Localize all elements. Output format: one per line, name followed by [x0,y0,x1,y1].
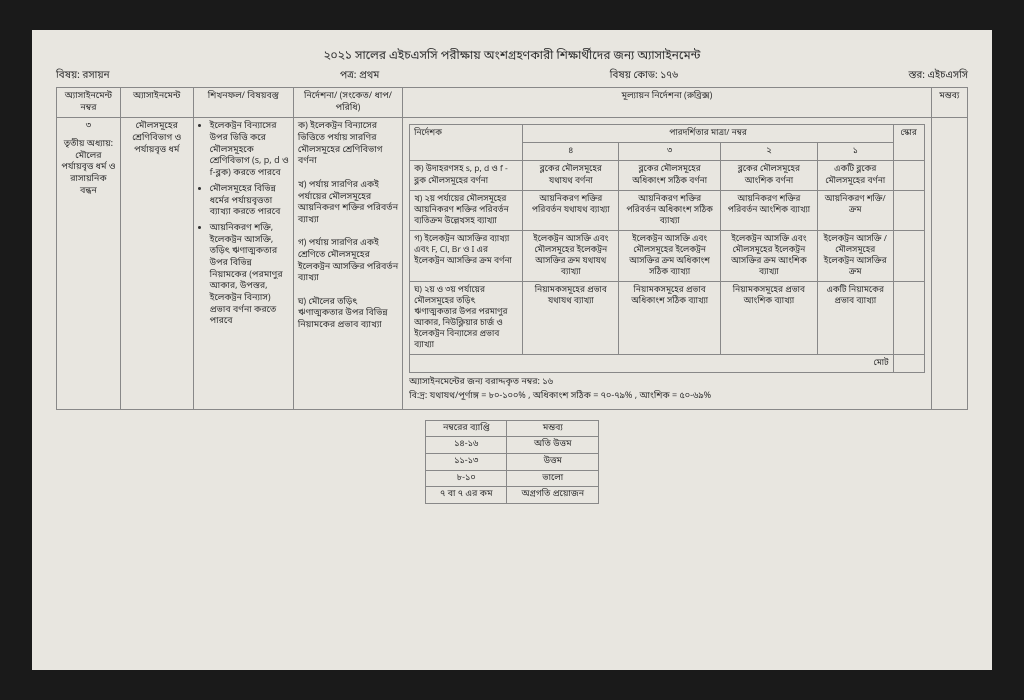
cell-remark [931,118,967,409]
outcome-item: ইলেকট্রন বিন্যাসের উপর ভিত্তি করে মৌলসমূ… [210,121,289,179]
code-label: বিষয় কোড: ১৭৬ [610,70,678,83]
allotted-marks: অ্যাসাইনমেন্টের জন্য বরাদ্দকৃত নম্বর: ১৬ [409,377,924,389]
col-rubric: মূল্যায়ন নির্দেশনা (রুব্রিক্স) [403,88,931,118]
cell-outcomes: ইলেকট্রন বিন্যাসের উপর ভিত্তি করে মৌলসমূ… [193,118,293,409]
subject-label: বিষয়: রসায়ন [56,70,110,83]
chapter-text: তৃতীয় অধ্যায়: মৌলের পর্যায়বৃত্ত ধর্ম … [61,139,116,197]
col-num: অ্যাসাইনমেন্ট নম্বর [57,88,121,118]
rubric-head-scale: পারদর্শিতার মাত্রা/ নম্বর [523,125,893,143]
grade-row: ৭ বা ৭ এর কমঅগ্রগতি প্রয়োজন [425,487,598,504]
grade-h1: নম্বরের ব্যাপ্তি [425,420,507,437]
grade-row: ১১-১৩উত্তম [425,453,598,470]
outcome-item: মৌলসমূহের বিভিন্ন ধর্মের পর্যায়বৃত্ততা … [210,184,289,219]
grade-row: ১৪-১৬অতি উত্তম [425,437,598,454]
rubric-row: খ) ২য় পর্যায়ের মৌলসমূহের আয়নিকরণ শক্ত… [410,190,924,230]
guide-a: ক) ইলেকট্রন বিন্যাসের ভিত্তিতে পর্যায় স… [298,121,398,168]
assignment-number: ৩ [61,121,116,133]
level-label: স্তর: এইচএসসি [908,70,968,83]
rubric-head-score: স্কোর [893,125,924,161]
col-remark: মন্তব্য [931,88,967,118]
rubric-row: ঘ) ২য় ও ৩য় পর্যায়ের মৌলসমূহের তড়িৎ ঋ… [410,281,924,354]
outcome-item: আয়নিকরণ শক্তি, ইলেকট্রন আসক্তি, তড়িৎ ঋ… [210,223,289,328]
rubric-row: ক) উদাহরণসহ s, p, d ও f - ব্লক মৌলসমূহের… [410,161,924,190]
level-3: ৩ [619,143,721,161]
cell-assignment: মৌলসমূহের শ্রেণিবিভাগ ও পর্যায়বৃত্ত ধর্… [120,118,193,409]
page-title: ২০২১ সালের এইচএসসি পরীক্ষায় অংশগ্রহণকার… [56,48,968,64]
grade-row: ৮-১০ভালো [425,470,598,487]
col-guide: নির্দেশনা/ (সংকেত/ ধাপ/ পরিধি) [293,88,402,118]
document-page: ২০২১ সালের এইচএসসি পরীক্ষায় অংশগ্রহণকার… [32,30,992,670]
cell-guide: ক) ইলেকট্রন বিন্যাসের ভিত্তিতে পর্যায় স… [293,118,402,409]
paper-label: পত্র: প্রথম [340,70,379,83]
guide-d: ঘ) মৌলের তড়িৎ ঋণাত্মকতার উপর বিভিন্ন নি… [298,297,398,332]
cell-num: ৩ তৃতীয় অধ্যায়: মৌলের পর্যায়বৃত্ত ধর্… [57,118,121,409]
guide-b: খ) পর্যায় সারণির একই পর্যায়ের মৌলসমূহে… [298,180,398,227]
rubric-note: বি:দ্র: যথাযথ/পূর্ণাঙ্গ = ৮০-১০০% , অধিক… [409,391,924,403]
rubric-total: মোট [410,355,894,373]
main-table: অ্যাসাইনমেন্ট নম্বর অ্যাসাইনমেন্ট শিখনফল… [56,87,968,410]
cell-rubric: নির্দেশক পারদর্শিতার মাত্রা/ নম্বর স্কোর… [403,118,931,409]
col-assign: অ্যাসাইনমেন্ট [120,88,193,118]
rubric-table: নির্দেশক পারদর্শিতার মাত্রা/ নম্বর স্কোর… [409,124,924,373]
level-1: ১ [817,143,893,161]
grade-h2: মন্তব্য [507,420,599,437]
level-4: ৪ [523,143,619,161]
rubric-head-ind: নির্দেশক [410,125,523,161]
level-2: ২ [721,143,818,161]
col-outcome: শিখনফল/ বিষয়বস্তু [193,88,293,118]
guide-c: গ) পর্যায় সারণির একই শ্রেণিতে মৌলসমূহের… [298,238,398,285]
header-row: বিষয়: রসায়ন পত্র: প্রথম বিষয় কোড: ১৭৬… [56,70,968,83]
outcome-list: ইলেকট্রন বিন্যাসের উপর ভিত্তি করে মৌলসমূ… [198,121,289,328]
rubric-row: গ) ইলেকট্রন আসক্তির ব্যাখ্যা এবং F, Cl, … [410,230,924,281]
grade-table: নম্বরের ব্যাপ্তি মন্তব্য ১৪-১৬অতি উত্তম … [425,420,599,504]
